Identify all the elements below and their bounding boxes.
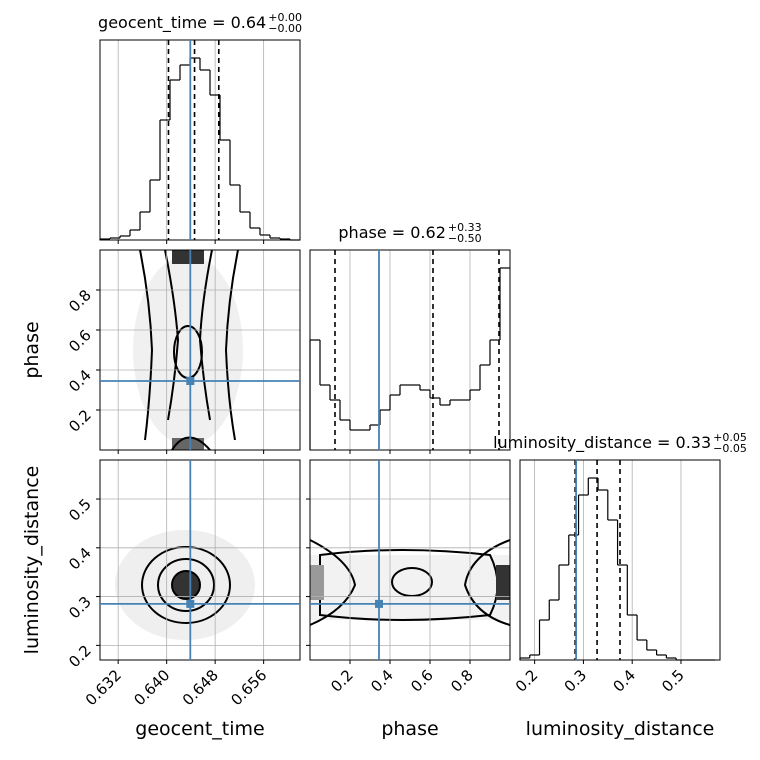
panel-frame bbox=[309, 459, 511, 661]
y-tick-label: 0.2 bbox=[65, 406, 95, 436]
y-tick-label: 0.8 bbox=[65, 286, 95, 316]
title-minus: −0.00 bbox=[268, 22, 302, 35]
title-plus: +0.05 bbox=[713, 431, 747, 444]
x-axis-label: phase bbox=[381, 718, 438, 740]
panel-title: luminosity_distance = 0.33 bbox=[493, 433, 711, 453]
y-axis-label: phase bbox=[21, 321, 43, 378]
panel-title: geocent_time = 0.64 bbox=[98, 13, 266, 33]
x-tick-label: 0.4 bbox=[609, 666, 639, 696]
x-tick-label: 0.5 bbox=[658, 666, 688, 696]
x-tick-label: 0.2 bbox=[327, 666, 357, 696]
panel-frame bbox=[99, 459, 301, 661]
panel-frame bbox=[99, 249, 301, 451]
density-contours bbox=[115, 249, 511, 640]
y-tick-label: 0.6 bbox=[65, 326, 95, 356]
truth-marker bbox=[186, 377, 195, 385]
panel-frame bbox=[99, 39, 301, 241]
y-axis-label: luminosity_distance bbox=[21, 466, 43, 655]
title-plus: +0.33 bbox=[448, 221, 482, 234]
x-tick-label: 0.656 bbox=[227, 666, 270, 709]
y-tick-label: 0.3 bbox=[65, 593, 95, 623]
title-minus: −0.50 bbox=[448, 232, 482, 245]
panel-title: phase = 0.62 bbox=[338, 223, 445, 242]
x-tick-label: 0.648 bbox=[179, 666, 222, 709]
x-tick-label: 0.3 bbox=[561, 666, 591, 696]
y-tick-label: 0.4 bbox=[65, 544, 95, 574]
y-tick-label: 0.4 bbox=[65, 366, 95, 396]
x-tick-label: 0.640 bbox=[130, 666, 173, 709]
x-axis-label: geocent_time bbox=[135, 718, 264, 740]
truth-marker bbox=[186, 599, 195, 608]
x-tick-label: 0.2 bbox=[512, 666, 542, 696]
x-tick-label: 0.4 bbox=[367, 666, 397, 696]
title-plus: +0.00 bbox=[268, 11, 302, 24]
x-tick-label: 0.6 bbox=[407, 666, 437, 696]
x-axis-label: luminosity_distance bbox=[526, 718, 715, 740]
x-tick-label: 0.8 bbox=[447, 666, 477, 696]
y-tick-label: 0.2 bbox=[65, 641, 95, 671]
title-minus: −0.05 bbox=[713, 442, 747, 455]
y-tick-label: 0.5 bbox=[65, 495, 95, 525]
truth-marker bbox=[375, 599, 383, 608]
x-tick-label: 0.632 bbox=[82, 666, 125, 709]
